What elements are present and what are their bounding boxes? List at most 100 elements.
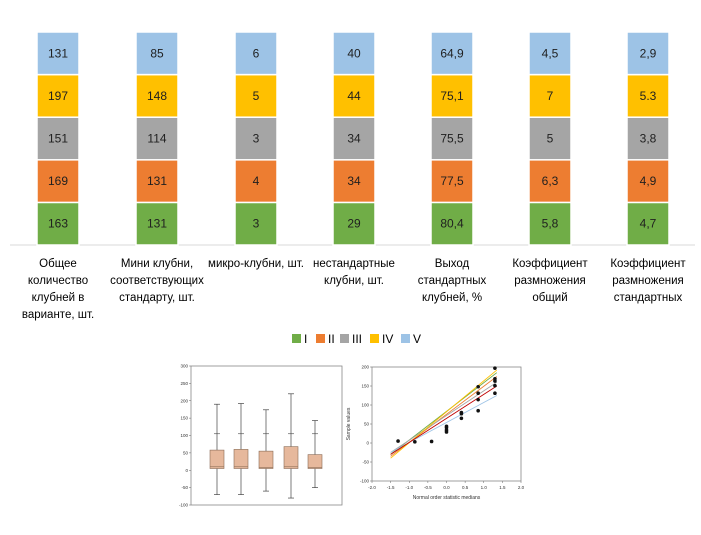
data-point (493, 366, 497, 370)
x-tick-label: 0.5 (462, 485, 469, 490)
bar-segment (332, 159, 376, 204)
category-label: размножения (612, 275, 684, 287)
bar-segment (135, 31, 179, 76)
data-point (476, 397, 480, 402)
data-label: 75,1 (440, 89, 464, 103)
category-label: клубней, % (422, 292, 482, 304)
data-label: 6,3 (542, 174, 559, 188)
legend-swatch (316, 334, 325, 343)
data-label: 4,9 (640, 174, 657, 188)
bar-segment (528, 31, 572, 76)
category-label: микро-клубни, шт. (208, 258, 304, 270)
data-point (476, 408, 480, 413)
category-label: стандартных (418, 275, 487, 287)
y-axis-label: Sample values (346, 407, 352, 440)
box (233, 449, 249, 469)
data-label: 131 (48, 46, 68, 60)
data-label: 163 (48, 217, 68, 231)
data-label: 44 (347, 89, 361, 103)
y-tick-label: 50 (364, 422, 370, 427)
bar-segment (332, 201, 376, 246)
data-label: 7 (547, 89, 554, 103)
data-point (429, 439, 434, 444)
data-label: 5 (253, 89, 260, 103)
bar-segment (528, 73, 572, 118)
category-labels: Общее количество клубней в варианте, шт. Мин… (22, 258, 687, 321)
x-tick-label: 1.0 (481, 485, 488, 490)
category-label: стандарту, шт. (119, 292, 195, 304)
category-label: Коэффициент (610, 258, 686, 270)
x-tick-label: 2.0 (518, 485, 525, 490)
y-tick-label: 100 (361, 403, 369, 408)
data-label: 131 (147, 174, 167, 188)
data-point (476, 391, 480, 396)
bar-segment (234, 201, 278, 246)
bar-segment (332, 31, 376, 76)
bar-segment (36, 31, 80, 76)
y-tick-label: 200 (361, 365, 369, 370)
bar-segment (135, 159, 179, 204)
y-tick-label: 0 (366, 441, 369, 446)
data-label: 80,4 (440, 217, 464, 231)
bar-segment (135, 201, 179, 246)
bar-segment (36, 201, 80, 246)
data-point (493, 376, 497, 381)
data-label: 197 (48, 89, 68, 103)
bar-segment (528, 159, 572, 204)
data-label: 34 (347, 132, 361, 146)
data-label: 40 (347, 46, 361, 60)
data-point (396, 439, 400, 443)
bar-segment (135, 116, 179, 161)
y-tick-label: 0 (185, 468, 188, 473)
legend-label: IV (382, 332, 393, 346)
bar-segment (626, 31, 670, 76)
data-label: 4,7 (640, 217, 657, 231)
data-label: 114 (147, 132, 166, 146)
category-label: клубней в (32, 292, 85, 304)
bar-segment (626, 201, 670, 246)
y-tick-label: 50 (183, 450, 189, 455)
x-tick-label: -1.0 (405, 485, 413, 490)
data-point (493, 383, 497, 388)
data-label: 3 (253, 217, 260, 231)
data-label: 64,9 (440, 46, 464, 60)
category-label: общий (532, 292, 567, 304)
bar-segment (430, 201, 474, 246)
data-label: 6 (253, 46, 260, 60)
bar-segment (430, 31, 474, 76)
box (258, 450, 274, 469)
box-plot-frame (190, 365, 343, 506)
box (307, 454, 323, 469)
data-point (459, 416, 464, 421)
legend-swatch (292, 334, 301, 343)
data-point (493, 391, 497, 396)
data-label: 3 (253, 132, 260, 146)
data-label: 3,8 (640, 132, 657, 146)
legend-label: I (304, 332, 307, 346)
data-label: 5,8 (542, 217, 559, 231)
data-point (476, 384, 480, 389)
x-tick-label: 0.0 (443, 485, 450, 490)
x-tick-label: -0.5 (424, 485, 432, 490)
bar-segment (528, 201, 572, 246)
bar-segment (234, 31, 278, 76)
data-label: 2,9 (640, 46, 657, 60)
data-point (413, 440, 417, 444)
legend: I II III IV V (292, 332, 421, 346)
data-label: 131 (147, 217, 167, 231)
x-tick-label: -2.0 (368, 485, 376, 490)
category-label: стандартных (614, 292, 683, 304)
legend-label: V (413, 332, 421, 346)
category-label: Мини клубни, (121, 258, 193, 270)
x-tick-label: -1.5 (387, 485, 395, 490)
data-label: 5.3 (640, 89, 657, 103)
bar-segment (36, 159, 80, 204)
y-tick-label: 150 (180, 416, 188, 421)
y-tick-label: -50 (181, 485, 188, 490)
stacked-bar-chart: 1631691511971311311311141488534356293434… (10, 31, 695, 246)
x-axis-label: Normal order statistic medians (413, 495, 481, 501)
bar-segment (430, 116, 474, 161)
legend-swatch (370, 334, 379, 343)
qq-plot-frame (371, 366, 522, 482)
